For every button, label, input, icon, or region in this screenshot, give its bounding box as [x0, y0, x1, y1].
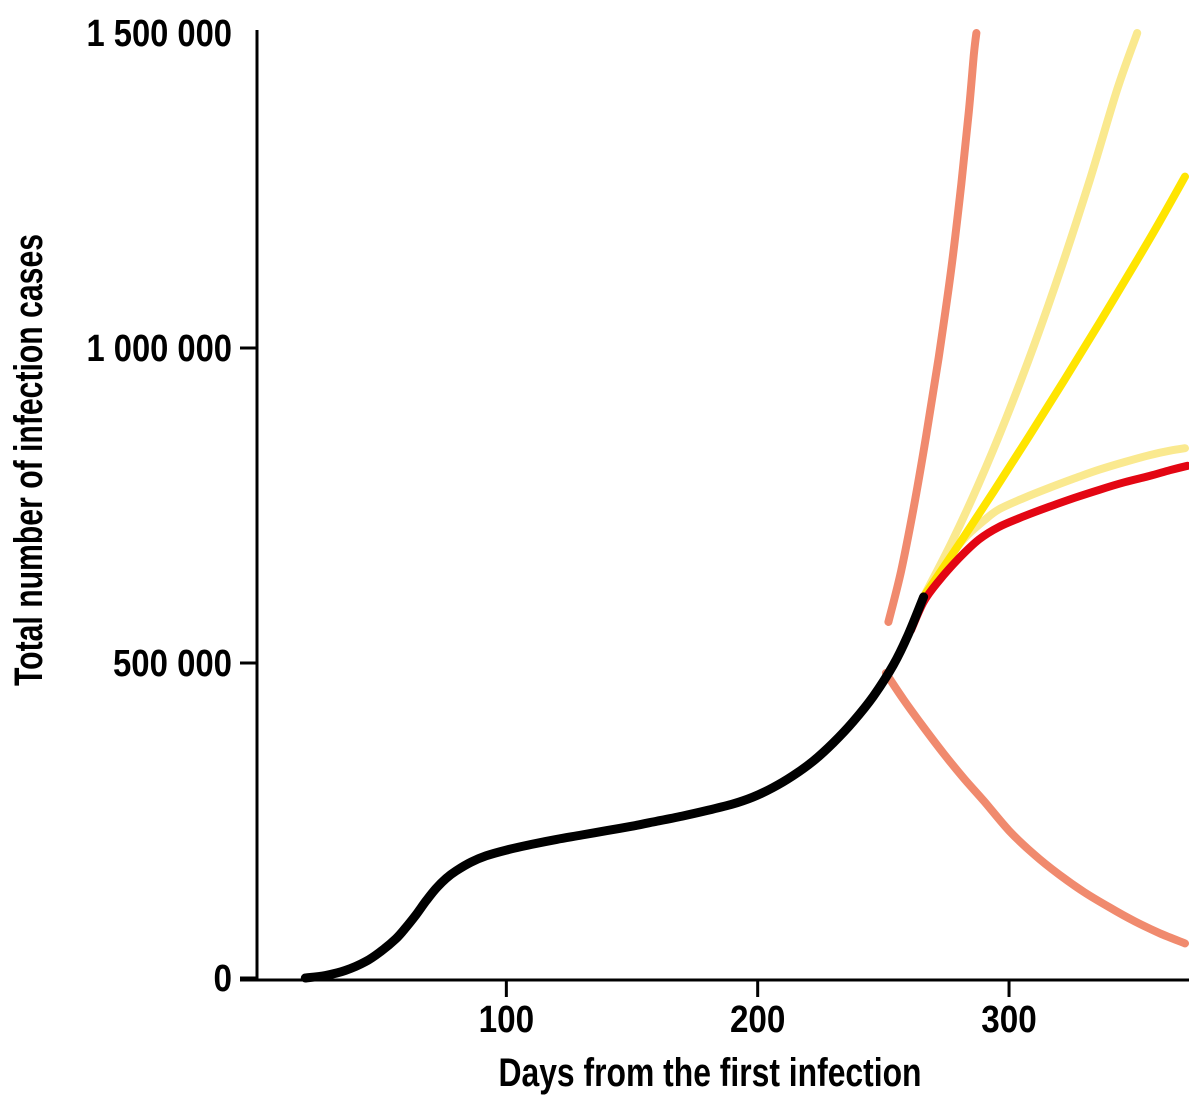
series-observed-cases — [300, 592, 929, 983]
x-axis-title: Days from the first infection — [499, 1051, 922, 1095]
series-upper-confidence-bound — [884, 29, 981, 626]
series-scenario-main — [907, 461, 1189, 635]
series-lower-confidence-bound — [881, 669, 1189, 948]
x-tick-label: 200 — [730, 999, 786, 1041]
y-tick-label: 500 000 — [113, 643, 232, 685]
y-axis-title: Total number of infection cases — [7, 234, 51, 686]
series-scenario-middle — [919, 172, 1189, 601]
series-layer — [300, 29, 1189, 983]
series-scenario-high-light — [919, 29, 1142, 601]
y-tick-label: 1 500 000 — [87, 13, 233, 55]
axis-layer — [240, 30, 1189, 982]
x-tick-label: 300 — [981, 999, 1037, 1041]
y-tick-label: 1 000 000 — [87, 328, 233, 370]
x-tick-label: 100 — [479, 999, 535, 1041]
tick-layer: 100 200 300 0 500 000 1 000 000 1 500 000 — [87, 13, 1037, 1041]
y-tick-label: 0 — [214, 958, 233, 1000]
